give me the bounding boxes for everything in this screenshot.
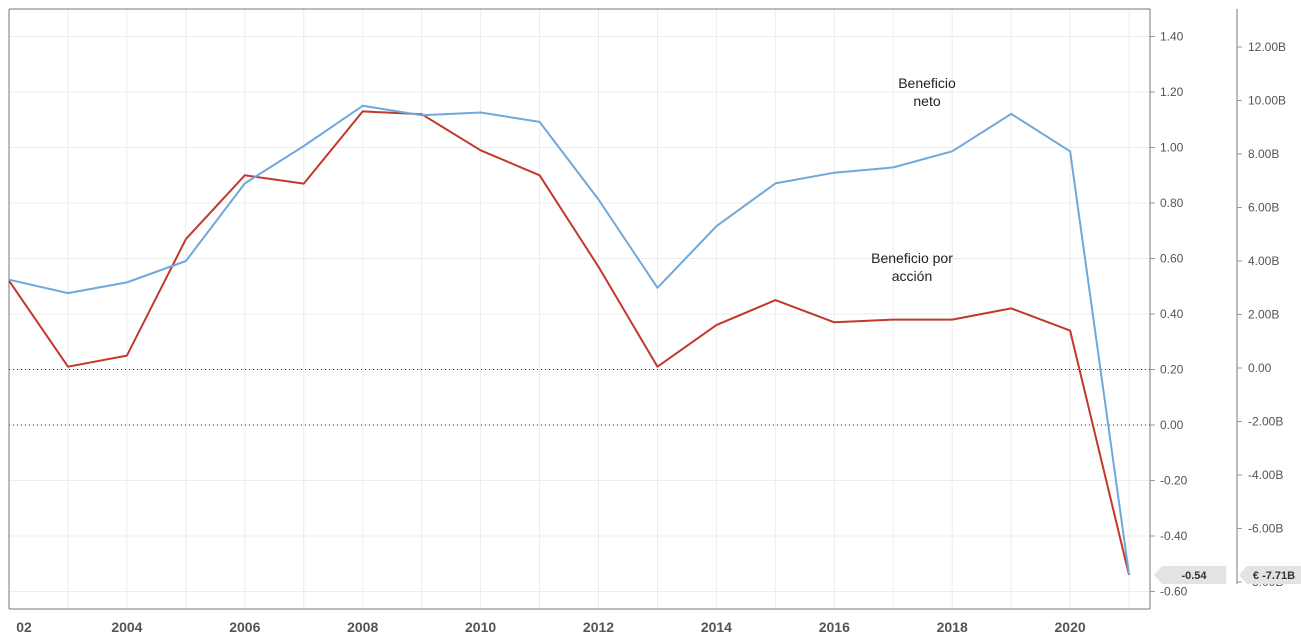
y-right-tick-label: 10.00B <box>1248 94 1286 108</box>
x-tick-label: 2010 <box>465 619 496 635</box>
y-right-tick-label: -6.00B <box>1248 522 1283 536</box>
x-tick-label: 2008 <box>347 619 378 635</box>
x-tick-label: 2006 <box>229 619 260 635</box>
y-left-tick-label: 0.00 <box>1160 418 1184 432</box>
y-left-tick-label: 0.80 <box>1160 196 1184 210</box>
y-right-tick-label: 6.00B <box>1248 201 1279 215</box>
y-axis-right: 12.00B 10.00B 8.00B 6.00B 4.00B 2.00B 0.00 -2.0… <box>1237 40 1286 589</box>
y-left-tick-label: -0.20 <box>1160 474 1188 488</box>
value-badge-shape <box>1239 566 1301 584</box>
y-left-tick-label: 0.20 <box>1160 363 1184 377</box>
value-badges: -0.54 € -7.71B <box>1154 566 1301 584</box>
y-right-tick-label: -4.00B <box>1248 468 1283 482</box>
x-tick-label: 2004 <box>111 619 142 635</box>
x-tick-label: 2014 <box>701 619 732 635</box>
y-left-tick-label: -0.40 <box>1160 529 1188 543</box>
value-badge: € -7.71B <box>1239 566 1301 584</box>
plot-frame <box>8 8 1238 610</box>
x-tick-label: 2018 <box>937 619 968 635</box>
y-left-tick-label: 1.00 <box>1160 141 1184 155</box>
annotation-label: acción <box>892 268 932 284</box>
y-axis-left: 1.40 1.20 1.00 0.80 0.60 0.40 0.20 0.00 -0.20 -0.… <box>1150 30 1188 599</box>
annotation-label: neto <box>913 93 940 109</box>
y-right-tick-label: 12.00B <box>1248 40 1286 54</box>
y-left-tick-label: 1.40 <box>1160 30 1184 44</box>
annotation-label: Beneficio por <box>871 250 953 266</box>
y-left-tick-label: 0.60 <box>1160 252 1184 266</box>
y-left-tick-label: 1.20 <box>1160 85 1184 99</box>
value-badge-shape <box>1154 566 1226 584</box>
series-line-eps <box>8 110 1130 576</box>
value-badge: -0.54 <box>1154 566 1226 584</box>
reference-lines <box>9 369 1150 426</box>
x-axis: 02 2004 2006 2008 2010 2012 2014 2016 2018 2020 <box>16 619 1086 635</box>
y-right-tick-label: 8.00B <box>1248 147 1279 161</box>
x-tick-label: 2016 <box>819 619 850 635</box>
x-tick-label: 02 <box>16 619 32 635</box>
annotation-label: Beneficio <box>898 75 956 91</box>
y-right-tick-label: 2.00B <box>1248 308 1279 322</box>
y-left-tick-label: -0.60 <box>1160 585 1188 599</box>
value-badge-label: € -7.71B <box>1253 570 1295 582</box>
grid <box>8 9 1150 609</box>
y-right-tick-label: 0.00 <box>1248 361 1272 375</box>
series-line-net-income <box>8 104 1130 575</box>
y-right-tick-label: 4.00B <box>1248 254 1279 268</box>
x-tick-label: 2012 <box>583 619 614 635</box>
x-tick-label: 2020 <box>1055 619 1086 635</box>
y-right-tick-label: -2.00B <box>1248 415 1283 429</box>
series-layer <box>8 104 1130 576</box>
y-left-tick-label: 0.40 <box>1160 307 1184 321</box>
annotations: Beneficio neto Beneficio por acción <box>871 75 956 284</box>
value-badge-label: -0.54 <box>1181 570 1207 582</box>
